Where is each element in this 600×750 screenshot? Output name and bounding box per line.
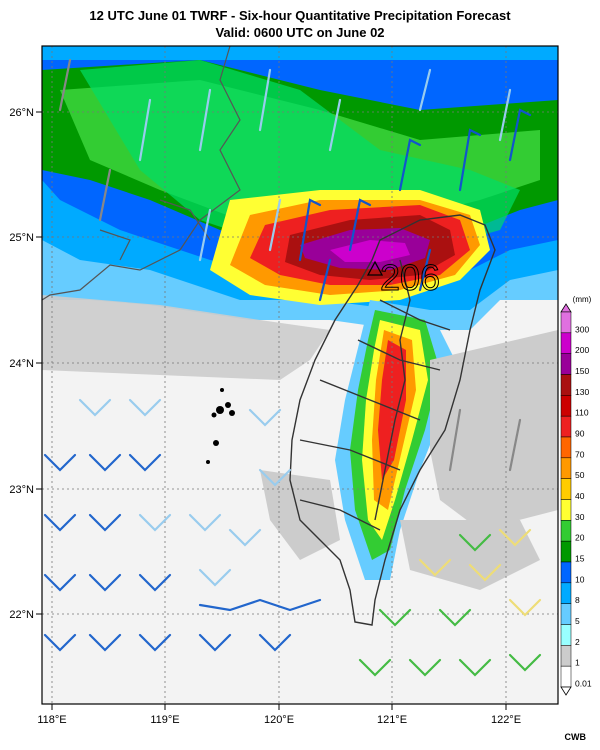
legend-swatch — [560, 478, 572, 500]
triangle-marker-icon — [366, 260, 384, 276]
legend-level-label: 2 — [575, 637, 580, 647]
legend-level-label: 300 — [575, 324, 589, 334]
lon-tick-label: 122°E — [491, 714, 521, 726]
legend-swatch — [560, 561, 572, 584]
legend-level-label: 70 — [575, 449, 585, 459]
legend-unit: (mm) — [573, 295, 592, 304]
legend-level-label: 50 — [575, 470, 585, 480]
legend-swatch — [560, 332, 572, 354]
taiwan-coastline — [289, 214, 496, 626]
legend-level-label: 90 — [575, 429, 585, 439]
penghu-islands — [206, 388, 235, 464]
legend-swatch — [560, 353, 572, 375]
legend-level-label: 15 — [575, 554, 585, 564]
legend-swatch — [560, 436, 572, 459]
legend-swatch — [560, 457, 572, 479]
legend-swatch — [560, 395, 572, 417]
wind-barbs — [43, 58, 542, 677]
lat-tick-label: 26°N — [9, 107, 34, 119]
legend-level-label: 8 — [575, 595, 580, 605]
legend-level-label: 40 — [575, 491, 585, 501]
legend-swatch — [560, 499, 572, 521]
max-precip-value: 206 — [380, 257, 440, 298]
longitude-axis: 118°E 119°E 120°E 121°E 122°E — [37, 704, 521, 726]
legend-level-label: 200 — [575, 345, 589, 355]
mainland-china-coastline — [42, 46, 241, 301]
legend-swatch — [560, 374, 572, 396]
lon-tick-label: 120°E — [264, 714, 294, 726]
legend-level-label: 110 — [575, 408, 589, 418]
legend-level-label: 0.01 — [575, 679, 592, 689]
legend-swatch — [560, 540, 572, 563]
legend-swatch — [560, 415, 572, 438]
credit-label: CWB — [564, 732, 587, 742]
lat-tick-label: 25°N — [9, 232, 34, 244]
legend-swatch — [560, 603, 572, 625]
lat-tick-label: 22°N — [9, 609, 34, 621]
legend-level-label: 1 — [575, 658, 580, 668]
map-subtitle: Valid: 0600 UTC on June 02 — [215, 25, 385, 40]
legend-swatch — [560, 624, 572, 646]
legend-level-label: 20 — [575, 533, 585, 543]
graticule — [42, 46, 558, 704]
legend-level-label: 130 — [575, 387, 589, 397]
legend-swatch — [560, 582, 572, 604]
legend-top-arrow — [560, 303, 572, 313]
legend-level-label: 10 — [575, 574, 585, 584]
lat-tick-label: 24°N — [9, 358, 34, 370]
precipitation-shading — [42, 46, 558, 590]
lon-tick-label: 118°E — [37, 714, 66, 726]
legend-level-label: 150 — [575, 366, 589, 376]
map-title: 12 UTC June 01 TWRF - Six-hour Quantitat… — [89, 8, 511, 23]
latitude-axis: 26°N 25°N 24°N 23°N 22°N — [9, 107, 42, 621]
lon-tick-label: 121°E — [377, 714, 407, 726]
lon-tick-label: 119°E — [150, 714, 179, 726]
legend-swatch — [560, 665, 572, 688]
plot-frame — [41, 45, 559, 705]
lat-tick-label: 23°N — [9, 484, 34, 496]
legend-swatch — [560, 311, 572, 334]
max-precip-marker: 206 — [366, 257, 441, 299]
legend-bottom-arrow — [560, 686, 572, 696]
precip-legend: (mm) 300 200 150 130 110 90 70 50 40 30 20 15 10 8 5 2 1 0… — [560, 295, 592, 696]
legend-level-label: 30 — [575, 512, 585, 522]
legend-level-label: 5 — [575, 616, 580, 626]
legend-swatch — [560, 520, 572, 542]
map-plot-area: 206 — [42, 46, 558, 704]
legend-swatch — [560, 645, 572, 667]
